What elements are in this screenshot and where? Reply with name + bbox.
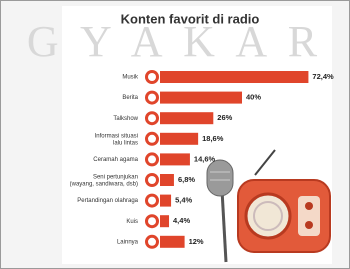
category-label: Ceramah agama [93, 157, 138, 163]
category-icon-inner [148, 155, 156, 163]
category-label: Pertandingan olahraga [77, 198, 138, 204]
category-label: Musik [122, 75, 139, 81]
category-label: Lainnya [117, 239, 139, 245]
chart: G Y A K A R Konten favorit di radio Musi… [0, 0, 350, 269]
bar [160, 236, 185, 248]
value-label: 72,4% [312, 72, 334, 81]
bar [160, 153, 190, 165]
category-icon-inner [148, 114, 156, 122]
bar [160, 133, 198, 145]
category-label: Talkshow [113, 116, 138, 122]
value-label: 14,6% [194, 154, 216, 163]
bar [160, 71, 308, 83]
category-label: Berita [122, 95, 138, 101]
bar [160, 215, 169, 227]
bar [160, 112, 213, 124]
bar [160, 92, 242, 104]
category-icon-inner [148, 94, 156, 102]
category-icon-inner [148, 176, 156, 184]
value-label: 6,8% [178, 175, 195, 184]
bar [160, 195, 171, 207]
category-icon-inner [148, 73, 156, 81]
category-label: Kuis [126, 219, 138, 225]
value-label: 40% [246, 93, 261, 102]
chart-title: Konten favorit di radio [121, 11, 260, 26]
value-label: 12% [189, 237, 204, 246]
value-label: 18,6% [202, 134, 224, 143]
value-label: 26% [217, 113, 232, 122]
category-icon-inner [148, 135, 156, 143]
category-icon-inner [148, 238, 156, 246]
value-label: 4,4% [173, 216, 190, 225]
value-label: 5,4% [175, 196, 192, 205]
category-icon-inner [148, 217, 156, 225]
bar [160, 174, 174, 186]
category-icon-inner [148, 197, 156, 205]
